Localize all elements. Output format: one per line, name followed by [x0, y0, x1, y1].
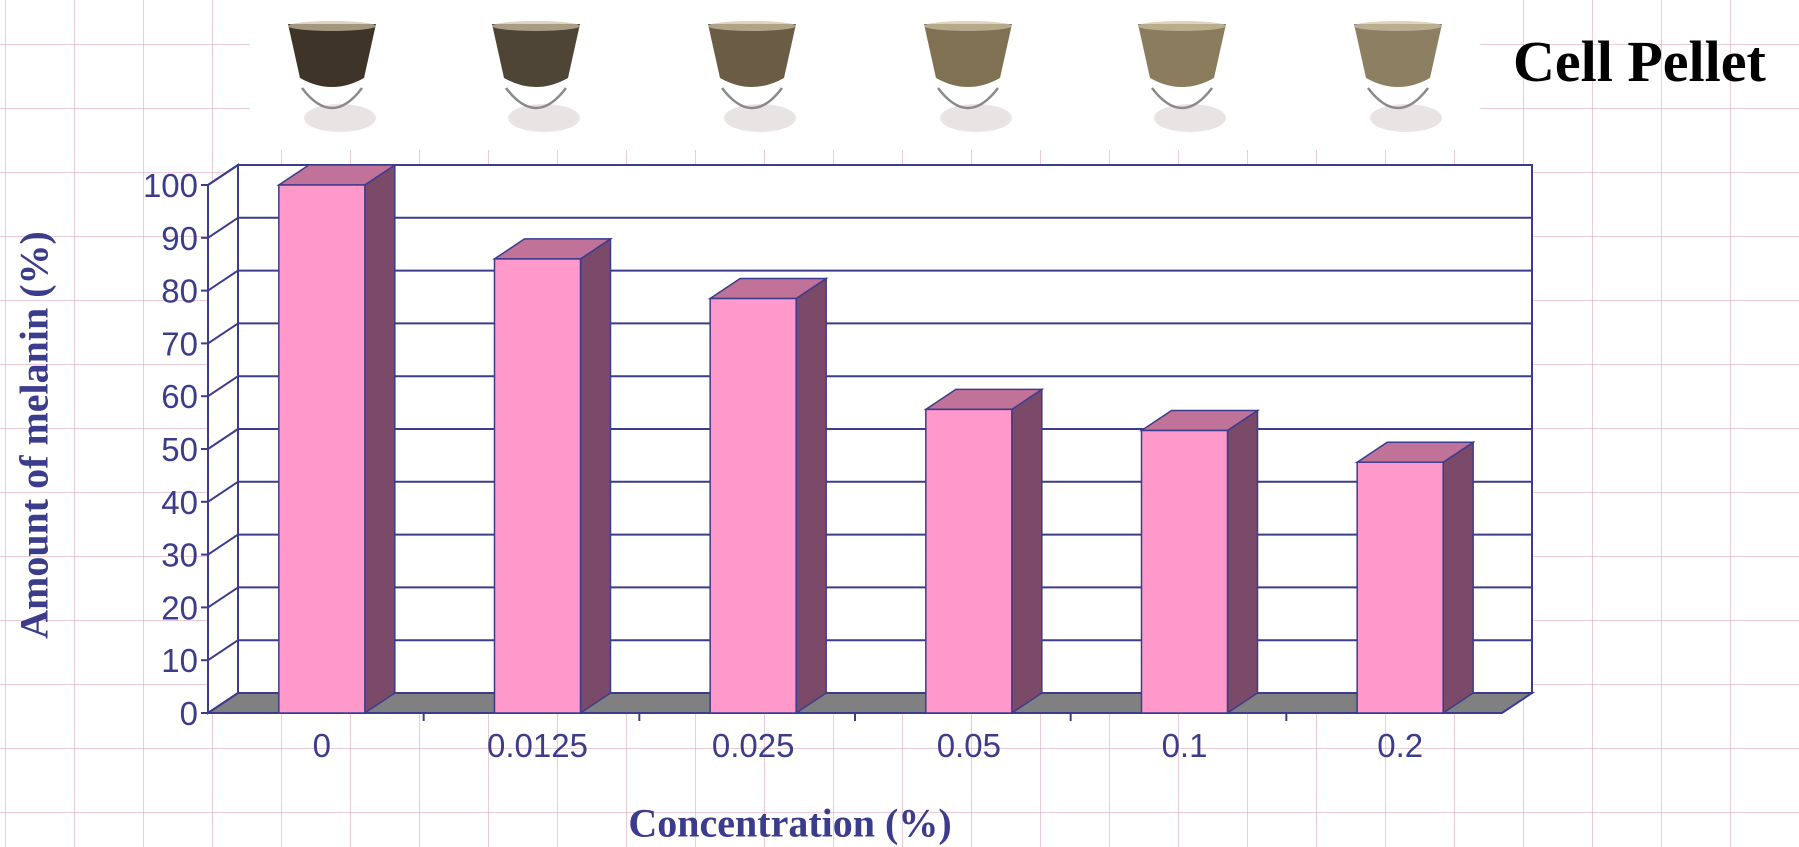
pellet-tube [1354, 21, 1442, 132]
bar-side [795, 277, 827, 715]
y-tick-label: 70 [161, 325, 198, 362]
x-tick-label: 0 [313, 727, 331, 764]
gridline-side [207, 322, 239, 345]
bar [1356, 461, 1444, 714]
gridline-side [207, 480, 239, 503]
x-tick-label: 0.025 [712, 727, 795, 764]
gridline-side [207, 375, 239, 398]
chart-floor [204, 692, 1536, 714]
y-tick-label: 90 [161, 220, 198, 257]
gridline-side [207, 533, 239, 556]
x-tick-label: 0.05 [937, 727, 1001, 764]
x-tick-label: 0.1 [1162, 727, 1208, 764]
x-axis-title: Concentration (%) [628, 800, 952, 846]
x-tick-label: 0.0125 [487, 727, 588, 764]
bar-side [579, 237, 612, 715]
y-tick-label: 20 [161, 589, 198, 626]
gridline-side [207, 269, 239, 292]
y-tick-label: 50 [161, 431, 198, 468]
gridline-side [207, 216, 239, 239]
pellet-tube [492, 21, 580, 132]
gridline-side [207, 639, 239, 662]
gridline-side [207, 586, 239, 609]
y-tick-label: 60 [161, 378, 198, 415]
pellet-tube [288, 21, 376, 132]
bar-side [364, 163, 396, 715]
y-axis-title: Amount of melanin (%) [11, 231, 57, 639]
bar [709, 297, 797, 714]
bar-side [1011, 387, 1043, 715]
pellet-tube [1138, 21, 1226, 132]
y-tick-label: 30 [161, 537, 198, 574]
pellet-tube [924, 21, 1012, 132]
bar-side [1226, 409, 1259, 715]
y-tick-label: 100 [143, 167, 198, 204]
y-tick-label: 40 [161, 484, 198, 521]
cell-pellet-label: Cell Pellet [1513, 29, 1766, 94]
gridline-side [207, 428, 239, 450]
bar [925, 408, 1013, 714]
pellet-tube [708, 21, 796, 132]
gridline-side [207, 164, 239, 186]
bar [1140, 429, 1229, 714]
y-tick-label: 80 [161, 273, 198, 310]
pellet-images [288, 21, 1442, 132]
pellet-strip [250, 0, 1480, 150]
x-tick-label: 0.2 [1377, 727, 1423, 764]
y-tick-label: 10 [161, 642, 198, 679]
bar [493, 258, 582, 714]
y-tick-label: 0 [180, 695, 198, 732]
bar [278, 184, 366, 714]
bar-side [1442, 440, 1474, 715]
